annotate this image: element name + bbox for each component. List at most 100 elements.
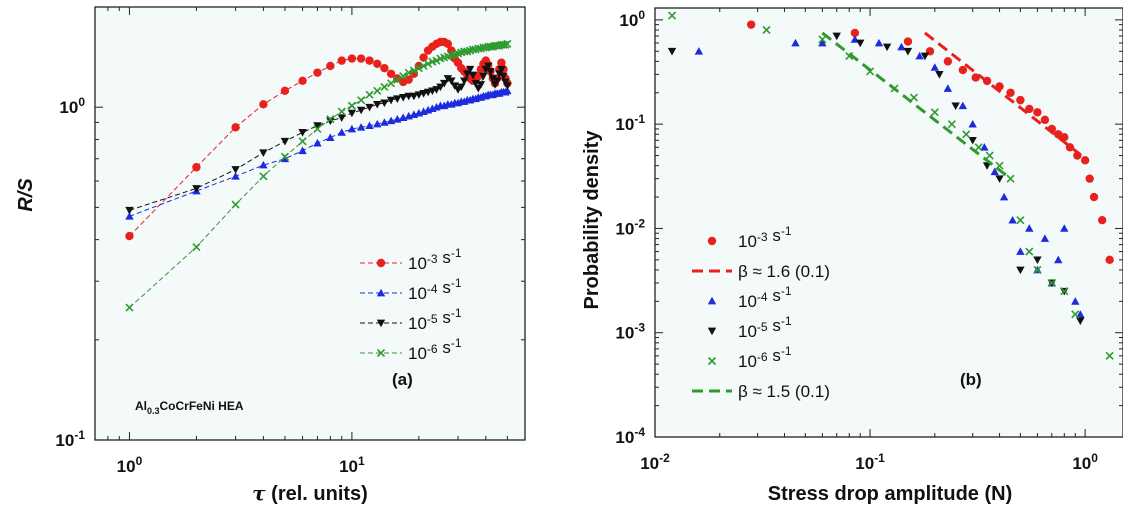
panel-b-ylabel: Probability density [581,130,603,310]
panel-b-data-point [1040,115,1050,125]
panel-a-data-point [347,109,357,118]
panel-a-data-point [125,206,134,215]
panel-b-data-point [832,32,841,41]
panel-a-data-point [373,119,382,128]
panel-a-data-point [326,61,335,71]
panel-b-fit-line [821,31,1012,180]
panel-b: 10-2 10-1 100 10-4 10-3 10-2 10-1 100 (b) Proba… [581,7,1123,505]
panel-a-data-point [125,231,134,241]
panel-b-legend-marker [707,236,717,246]
panel-a-data-point [298,146,307,155]
panel-b-data-point [1025,104,1034,114]
panel-a-data-point [503,39,512,48]
panel-a-data-point [280,154,290,163]
panel-a-legend-label: 10-5 s-1 [408,306,462,333]
panel-b-legend-item: β ≈ 1.6 (0.1) [692,262,830,281]
panel-a-data-point [497,58,506,67]
panel-a-data-point [404,68,413,77]
panel-a-data-point [373,86,382,95]
panel-b-data-point [943,84,953,92]
panel-a-legend-item: 10-3 s-1 [360,246,462,273]
panel-a-data-point [326,133,335,142]
panel-a-data-point [443,39,453,49]
panel-a-data-point [380,63,389,73]
panel-a-series-2 [125,62,512,215]
panel-b-data-point [1097,215,1107,225]
panel-b-legend-label: 10-5 s-1 [738,314,792,341]
panel-a-data-point [347,101,356,110]
panel-a-data-point [298,76,307,86]
panel-a-data-point [432,86,441,94]
panel-b-x-tick-label: 10-1 [855,451,885,473]
panel-b-legend-label: 10-4 s-1 [738,284,792,311]
panel-b-legend-item: 10-5 s-1 [707,314,792,341]
panel-a-data-point [386,96,396,105]
panel-a-data-point [231,172,240,180]
panel-b-series-layer [667,11,1114,360]
panel-b-data-point [882,43,892,52]
panel-a-data-point [231,166,240,174]
panel-a-data-point [326,117,335,126]
panel-a-data-point [365,121,374,130]
panel-a-tag: (a) [392,370,413,389]
panel-b-data-point [1016,266,1025,275]
panel-b-legend-marker [707,327,717,336]
panel-b-legend-label: 10-6 s-1 [738,344,792,371]
panel-b-data-point [995,161,1004,170]
panel-a-data-point [432,56,441,65]
panel-a-data-point [365,103,374,112]
panel-a-data-point [409,66,418,75]
panel-a-legend-item: 10-5 s-1 [360,306,462,333]
panel-a-data-point [365,56,374,65]
panel-b-data-point [947,120,956,129]
panel-a-data-point [337,107,346,116]
panel-b-data-point [1105,351,1114,360]
panel-b-data-point [1033,256,1042,265]
panel-a-data-point [404,75,413,84]
panel-a-legend-marker [376,288,386,297]
panel-a-data-point [398,94,408,102]
panel-b-data-point [985,151,994,160]
panel-a-data-point [450,82,459,90]
panel-b-data-point [1076,317,1085,326]
panel-a-data-point [443,75,453,83]
panel-b-data-point [1071,310,1080,319]
panel-a-x-tick-label: 101 [339,454,365,476]
panel-a-data-point [259,100,268,109]
panel-a-data-point [476,81,486,89]
panel-b-plot-area [654,7,1123,438]
panel-b-data-point [1008,215,1017,224]
panel-a-data-point [419,53,428,62]
panel-b-series-5 [821,31,1012,180]
panel-b-data-point [1016,247,1025,255]
panel-a-y-tick-label: 100 [59,95,85,117]
panel-b-data-point [968,119,977,128]
panel-b-y-tick-label: 10-1 [615,112,645,134]
panel-a-data-point [337,114,346,122]
panel-b-data-point [930,108,939,117]
panel-b-y-tick-label: 10-4 [615,425,645,447]
panel-b-data-point [874,38,884,47]
panel-a-series-3 [125,39,512,312]
panel-a-data-point [414,91,424,99]
panel-b-data-point [968,136,977,145]
panel-b-data-point [1060,287,1069,296]
panel-a-data-point [259,160,268,169]
panel-b-data-point [958,65,968,75]
panel-a-data-point [125,303,134,312]
panel-a-data-point [468,71,478,80]
panel-a-data-point [484,62,493,71]
panel-a-legend-label: 10-6 s-1 [408,336,462,363]
panel-b-data-point [1080,156,1090,165]
panel-a-data-point [231,200,240,209]
panel-b-data-point [850,28,860,38]
panel-a-data-point [192,242,201,252]
panel-a-data-point [192,163,201,172]
panel-b-y-tick-label: 10-2 [615,216,645,238]
panel-b-x-tick-label: 10-2 [640,451,670,473]
panel-b-data-point [951,102,960,110]
panel-a-data-point [488,75,498,83]
panel-a-data-point [499,72,508,81]
panel-b-data-point [990,167,999,176]
